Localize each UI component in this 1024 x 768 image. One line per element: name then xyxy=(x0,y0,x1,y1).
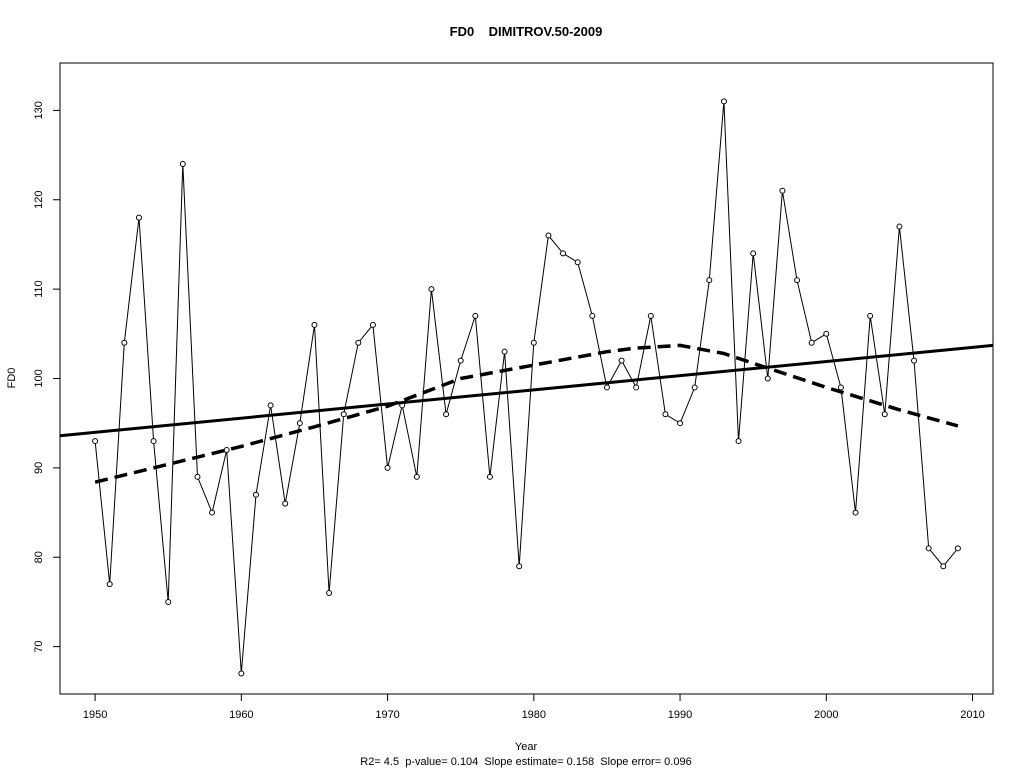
data-point xyxy=(252,491,259,498)
data-point xyxy=(720,98,727,105)
data-point xyxy=(808,339,815,346)
data-point xyxy=(472,312,479,319)
y-tick-label: 90 xyxy=(33,462,45,474)
y-tick-label: 110 xyxy=(33,280,45,298)
y-tick-label: 130 xyxy=(33,101,45,119)
data-point xyxy=(633,384,640,391)
data-point xyxy=(574,259,581,266)
data-point xyxy=(603,384,610,391)
data-point xyxy=(369,321,376,328)
data-point xyxy=(545,232,552,239)
data-point xyxy=(238,670,245,677)
x-tick-label: 2010 xyxy=(960,709,984,721)
x-tick-label: 2000 xyxy=(814,709,838,721)
data-point xyxy=(867,312,874,319)
y-tick-label: 100 xyxy=(33,369,45,387)
data-point xyxy=(457,357,464,364)
data-point xyxy=(823,330,830,337)
data-point xyxy=(589,312,596,319)
data-point xyxy=(267,402,274,409)
x-tick-label: 1960 xyxy=(229,709,253,721)
data-point xyxy=(121,339,128,346)
data-point xyxy=(355,339,362,346)
smooth-trend-line xyxy=(94,343,959,484)
data-point xyxy=(925,545,932,552)
data-point xyxy=(209,509,216,516)
data-point xyxy=(326,590,333,597)
data-point xyxy=(662,411,669,418)
x-tick-label: 1970 xyxy=(375,709,399,721)
data-point xyxy=(647,312,654,319)
data-point xyxy=(896,223,903,230)
data-point xyxy=(764,375,771,382)
data-point xyxy=(179,160,186,167)
data-point xyxy=(501,348,508,355)
data-point xyxy=(165,598,172,605)
data-point xyxy=(282,500,289,507)
data-point xyxy=(706,277,713,284)
data-point xyxy=(618,357,625,364)
data-point xyxy=(384,464,391,471)
data-point xyxy=(911,357,918,364)
data-point xyxy=(92,438,99,445)
x-tick-label: 1980 xyxy=(522,709,546,721)
data-point xyxy=(691,384,698,391)
y-tick-label: 120 xyxy=(33,191,45,209)
data-point xyxy=(852,509,859,516)
data-point xyxy=(413,473,420,480)
linear-trend-line xyxy=(59,343,994,438)
data-point xyxy=(677,420,684,427)
data-point xyxy=(881,411,888,418)
data-point xyxy=(106,581,113,588)
data-point xyxy=(443,411,450,418)
data-point xyxy=(560,250,567,257)
data-point xyxy=(837,384,844,391)
data-point xyxy=(954,545,961,552)
x-tick-label: 1950 xyxy=(83,709,107,721)
data-point xyxy=(135,214,142,221)
chart-title: FD0 DIMITROV.50-2009 xyxy=(450,24,603,39)
chart-subtitle: R2= 4.5 p-value= 0.104 Slope estimate= 0… xyxy=(360,756,691,768)
y-axis-label: FD0 xyxy=(6,368,18,389)
series-layer xyxy=(59,98,994,677)
data-point xyxy=(779,187,786,194)
x-axis-label: Year xyxy=(515,741,538,753)
data-point xyxy=(428,286,435,293)
data-point xyxy=(516,563,523,570)
data-point xyxy=(296,420,303,427)
data-point xyxy=(794,277,801,284)
y-axis: 70 80 90 100 110 120 130 xyxy=(33,101,61,653)
x-tick-label: 1990 xyxy=(668,709,692,721)
data-point xyxy=(486,473,493,480)
data-point xyxy=(530,339,537,346)
data-point xyxy=(750,250,757,257)
data-point xyxy=(311,321,318,328)
y-tick-label: 70 xyxy=(33,641,45,653)
data-point xyxy=(340,411,347,418)
data-point xyxy=(194,473,201,480)
data-point xyxy=(735,438,742,445)
x-axis: 1950 1960 1970 1980 1990 2000 2010 xyxy=(83,693,985,721)
y-tick-label: 80 xyxy=(33,551,45,563)
data-point xyxy=(150,438,157,445)
data-point xyxy=(223,447,230,454)
data-point xyxy=(940,563,947,570)
